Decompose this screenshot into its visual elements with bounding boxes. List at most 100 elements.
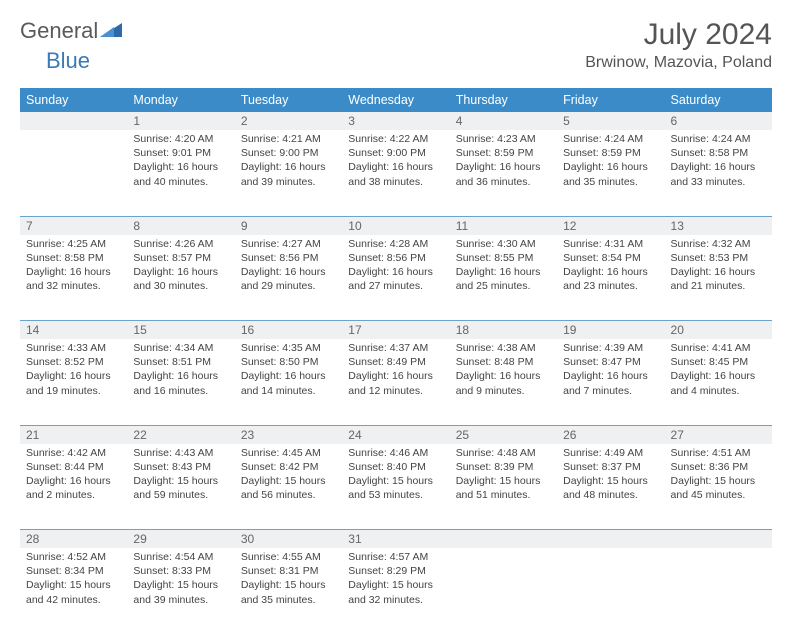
- day-number-cell: 9: [235, 216, 342, 235]
- day-info-line: Sunrise: 4:55 AM: [241, 550, 336, 564]
- day-info-line: Daylight: 16 hours: [563, 369, 658, 383]
- day-info-line: Sunset: 8:49 PM: [348, 355, 443, 369]
- day-cell-content: Sunrise: 4:48 AMSunset: 8:39 PMDaylight:…: [450, 444, 557, 509]
- day-cell-content: Sunrise: 4:22 AMSunset: 9:00 PMDaylight:…: [342, 130, 449, 195]
- day-info-line: Sunset: 8:54 PM: [563, 251, 658, 265]
- day-cell-content: Sunrise: 4:21 AMSunset: 9:00 PMDaylight:…: [235, 130, 342, 195]
- day-info-line: and 45 minutes.: [671, 488, 766, 502]
- day-number-cell: [665, 530, 772, 549]
- day-info-line: Daylight: 16 hours: [563, 265, 658, 279]
- day-info-line: and 38 minutes.: [348, 175, 443, 189]
- day-number-row: 28293031: [20, 530, 772, 549]
- day-cell-content: Sunrise: 4:39 AMSunset: 8:47 PMDaylight:…: [557, 339, 664, 404]
- day-number-cell: 6: [665, 112, 772, 130]
- day-info-line: Sunset: 8:59 PM: [563, 146, 658, 160]
- day-info-line: Daylight: 16 hours: [563, 160, 658, 174]
- day-info-line: and 29 minutes.: [241, 279, 336, 293]
- day-cell-content: Sunrise: 4:41 AMSunset: 8:45 PMDaylight:…: [665, 339, 772, 404]
- day-info-line: Sunrise: 4:42 AM: [26, 446, 121, 460]
- day-info-line: and 19 minutes.: [26, 384, 121, 398]
- location-label: Brwinow, Mazovia, Poland: [585, 54, 772, 72]
- day-info-line: Daylight: 15 hours: [456, 474, 551, 488]
- day-info-line: Daylight: 15 hours: [133, 474, 228, 488]
- weekday-header: Sunday: [20, 88, 127, 112]
- day-info-line: and 53 minutes.: [348, 488, 443, 502]
- day-cell: Sunrise: 4:46 AMSunset: 8:40 PMDaylight:…: [342, 444, 449, 530]
- day-info-line: and 35 minutes.: [563, 175, 658, 189]
- day-cell-content: Sunrise: 4:24 AMSunset: 8:58 PMDaylight:…: [665, 130, 772, 195]
- day-number-cell: [557, 530, 664, 549]
- day-cell: Sunrise: 4:33 AMSunset: 8:52 PMDaylight:…: [20, 339, 127, 425]
- day-number-row: 14151617181920: [20, 321, 772, 340]
- day-info-line: Sunset: 9:00 PM: [348, 146, 443, 160]
- day-number-cell: 25: [450, 425, 557, 444]
- weekday-header: Wednesday: [342, 88, 449, 112]
- day-info-line: Daylight: 16 hours: [348, 160, 443, 174]
- day-info-line: Sunrise: 4:57 AM: [348, 550, 443, 564]
- day-info-line: Sunrise: 4:38 AM: [456, 341, 551, 355]
- day-info-line: and 39 minutes.: [241, 175, 336, 189]
- day-info-line: Sunset: 8:43 PM: [133, 460, 228, 474]
- day-cell-content: [557, 548, 664, 556]
- day-info-line: and 42 minutes.: [26, 593, 121, 607]
- day-info-line: Sunset: 8:44 PM: [26, 460, 121, 474]
- day-info-line: Sunrise: 4:27 AM: [241, 237, 336, 251]
- day-info-line: Sunrise: 4:26 AM: [133, 237, 228, 251]
- day-number-cell: [20, 112, 127, 130]
- day-cell: [20, 130, 127, 216]
- day-number-cell: 19: [557, 321, 664, 340]
- day-info-line: Sunset: 8:56 PM: [348, 251, 443, 265]
- day-info-line: Sunrise: 4:45 AM: [241, 446, 336, 460]
- day-info-line: Sunset: 8:37 PM: [563, 460, 658, 474]
- day-cell: [450, 548, 557, 634]
- day-info-line: Daylight: 16 hours: [26, 474, 121, 488]
- day-info-line: Sunset: 8:59 PM: [456, 146, 551, 160]
- day-info-line: and 27 minutes.: [348, 279, 443, 293]
- day-info-line: Sunrise: 4:35 AM: [241, 341, 336, 355]
- day-info-line: Daylight: 15 hours: [671, 474, 766, 488]
- day-cell-content: Sunrise: 4:54 AMSunset: 8:33 PMDaylight:…: [127, 548, 234, 613]
- day-info-line: and 23 minutes.: [563, 279, 658, 293]
- day-info-line: Sunset: 8:48 PM: [456, 355, 551, 369]
- day-info-line: Sunrise: 4:21 AM: [241, 132, 336, 146]
- day-info-line: Sunset: 8:52 PM: [26, 355, 121, 369]
- day-info-line: Sunrise: 4:37 AM: [348, 341, 443, 355]
- day-info-line: Sunset: 8:36 PM: [671, 460, 766, 474]
- day-cell: [557, 548, 664, 634]
- day-content-row: Sunrise: 4:42 AMSunset: 8:44 PMDaylight:…: [20, 444, 772, 530]
- day-number-cell: 11: [450, 216, 557, 235]
- day-number-cell: 4: [450, 112, 557, 130]
- day-info-line: Daylight: 15 hours: [563, 474, 658, 488]
- day-cell: Sunrise: 4:32 AMSunset: 8:53 PMDaylight:…: [665, 235, 772, 321]
- day-info-line: Sunset: 8:39 PM: [456, 460, 551, 474]
- day-info-line: Sunrise: 4:23 AM: [456, 132, 551, 146]
- day-info-line: Daylight: 16 hours: [133, 160, 228, 174]
- day-info-line: Daylight: 16 hours: [671, 265, 766, 279]
- logo-word1: General: [20, 18, 98, 44]
- day-cell: Sunrise: 4:49 AMSunset: 8:37 PMDaylight:…: [557, 444, 664, 530]
- day-info-line: Sunset: 8:33 PM: [133, 564, 228, 578]
- day-info-line: Sunrise: 4:46 AM: [348, 446, 443, 460]
- day-info-line: Sunrise: 4:30 AM: [456, 237, 551, 251]
- day-cell: Sunrise: 4:38 AMSunset: 8:48 PMDaylight:…: [450, 339, 557, 425]
- weekday-header: Saturday: [665, 88, 772, 112]
- day-info-line: and 25 minutes.: [456, 279, 551, 293]
- day-number-cell: 2: [235, 112, 342, 130]
- day-cell-content: [20, 130, 127, 138]
- day-info-line: Daylight: 15 hours: [241, 578, 336, 592]
- day-info-line: Daylight: 16 hours: [348, 369, 443, 383]
- day-info-line: Sunset: 8:58 PM: [26, 251, 121, 265]
- weekday-header: Tuesday: [235, 88, 342, 112]
- day-cell: Sunrise: 4:51 AMSunset: 8:36 PMDaylight:…: [665, 444, 772, 530]
- day-cell: Sunrise: 4:55 AMSunset: 8:31 PMDaylight:…: [235, 548, 342, 634]
- day-cell-content: [665, 548, 772, 556]
- day-cell-content: Sunrise: 4:42 AMSunset: 8:44 PMDaylight:…: [20, 444, 127, 509]
- day-cell: Sunrise: 4:54 AMSunset: 8:33 PMDaylight:…: [127, 548, 234, 634]
- day-info-line: Sunset: 8:40 PM: [348, 460, 443, 474]
- day-number-cell: 12: [557, 216, 664, 235]
- day-info-line: and 40 minutes.: [133, 175, 228, 189]
- day-info-line: Sunrise: 4:52 AM: [26, 550, 121, 564]
- day-info-line: Daylight: 15 hours: [241, 474, 336, 488]
- day-info-line: Daylight: 15 hours: [133, 578, 228, 592]
- day-info-line: and 30 minutes.: [133, 279, 228, 293]
